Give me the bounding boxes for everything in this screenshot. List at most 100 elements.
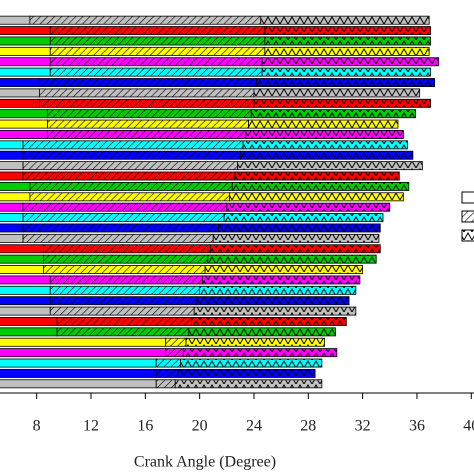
bar-pattern (23, 161, 238, 170)
bar-segment (0, 379, 157, 389)
bar-pattern (50, 26, 265, 35)
bar-segment (0, 213, 24, 223)
bar-pattern (191, 317, 347, 326)
bar-pattern (50, 275, 203, 284)
bar-pattern (177, 369, 316, 378)
bar-pattern (156, 358, 181, 368)
bar-segment (0, 26, 51, 36)
bar-pattern (264, 26, 431, 35)
bar-segment (0, 109, 48, 119)
bar-pattern (50, 36, 265, 46)
bar-pattern (43, 255, 208, 264)
bar-pattern (210, 244, 381, 253)
bar-segment (0, 161, 24, 171)
bar-segment (0, 265, 44, 274)
legend-swatch (461, 191, 474, 204)
bar-pattern (165, 338, 187, 347)
bar-pattern (50, 68, 263, 77)
bar-pattern (29, 192, 230, 201)
x-tick-label: 8 (33, 418, 41, 435)
bar-segment (0, 348, 167, 358)
bar-segment (0, 46, 51, 56)
bar-segment (0, 15, 31, 25)
x-tick-label: 16 (137, 418, 153, 435)
bar-segment (0, 171, 24, 181)
bar-pattern (47, 120, 249, 129)
bar-pattern (234, 171, 400, 181)
bar-segment (0, 98, 40, 108)
bar-segment (0, 130, 48, 139)
x-tick-label: 28 (300, 418, 316, 435)
bar-pattern (43, 244, 211, 253)
bar-segment (0, 192, 31, 202)
bar-pattern (43, 265, 206, 274)
bar-pattern (245, 130, 404, 139)
bar-pattern (180, 358, 322, 368)
bar-pattern (253, 88, 420, 97)
bar-segment (0, 285, 51, 295)
bar-pattern (23, 171, 235, 181)
bar-pattern (156, 369, 178, 378)
bar-segment (0, 306, 51, 316)
bar-pattern (199, 286, 356, 295)
bar-pattern (47, 130, 246, 139)
bar-segment (0, 337, 167, 347)
bar-pattern (47, 109, 252, 118)
bar-segment (0, 317, 58, 326)
x-tick-label: 12 (83, 418, 99, 435)
bar-pattern (226, 203, 390, 212)
bar-segment (0, 150, 24, 160)
bar-segment (0, 327, 58, 337)
bar-pattern (205, 265, 363, 274)
bar-pattern (262, 68, 431, 77)
bar-pattern (57, 327, 189, 336)
x-tick-label: 24 (246, 418, 262, 435)
bar-segment (0, 36, 51, 46)
x-tick-label: 32 (355, 418, 371, 435)
bar-segment (0, 233, 24, 243)
bar-segment (0, 67, 51, 77)
bar-segment (0, 244, 44, 254)
bar-pattern (218, 223, 381, 233)
bar-segment (0, 296, 51, 306)
bar-pattern (188, 327, 336, 336)
bar-pattern (23, 140, 244, 149)
x-axis-title: Crank Angle (Degree) (134, 454, 276, 471)
bar-pattern (224, 213, 384, 222)
x-tick-label: 20 (192, 418, 208, 435)
bar-pattern (202, 275, 360, 284)
bar-pattern (264, 47, 430, 56)
bar-pattern (39, 99, 254, 108)
bar-pattern (248, 120, 398, 129)
bar-segment (0, 140, 24, 150)
bar-segment (0, 223, 24, 233)
bar-pattern (23, 223, 219, 233)
bar-pattern (50, 296, 197, 305)
bar-pattern (29, 182, 233, 191)
bar-pattern (57, 317, 192, 326)
bar-pattern (196, 296, 350, 305)
bar-segment (0, 275, 51, 285)
bar-pattern (50, 307, 195, 316)
bar-pattern (23, 213, 225, 222)
bar-pattern (213, 234, 379, 243)
bar-pattern (260, 16, 430, 25)
bar-pattern (50, 57, 263, 66)
bar-pattern (232, 182, 409, 191)
bar-segment (0, 78, 40, 87)
bar-segment (0, 181, 31, 191)
bar-pattern (175, 379, 322, 388)
bar-pattern (251, 109, 416, 118)
bar-pattern (50, 286, 200, 295)
bar-pattern (23, 203, 227, 212)
bar-pattern (39, 78, 257, 87)
bar-pattern (23, 151, 241, 160)
bar-pattern (23, 234, 214, 243)
bar-pattern (207, 255, 377, 264)
bar-segment (0, 254, 44, 264)
bar-segment (0, 57, 51, 67)
bar-segment (0, 358, 157, 368)
bar-segment (0, 88, 40, 98)
bar-pattern (243, 140, 408, 149)
